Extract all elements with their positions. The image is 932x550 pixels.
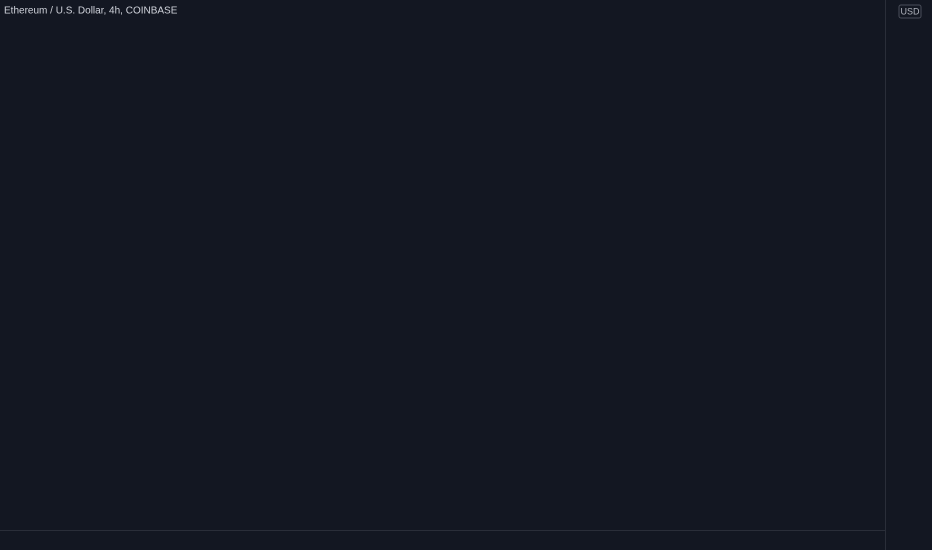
currency-box[interactable] xyxy=(898,4,922,19)
chart-title: Ethereum / U.S. Dollar, 4h, COINBASE xyxy=(4,6,178,17)
currency: USD xyxy=(900,6,920,16)
